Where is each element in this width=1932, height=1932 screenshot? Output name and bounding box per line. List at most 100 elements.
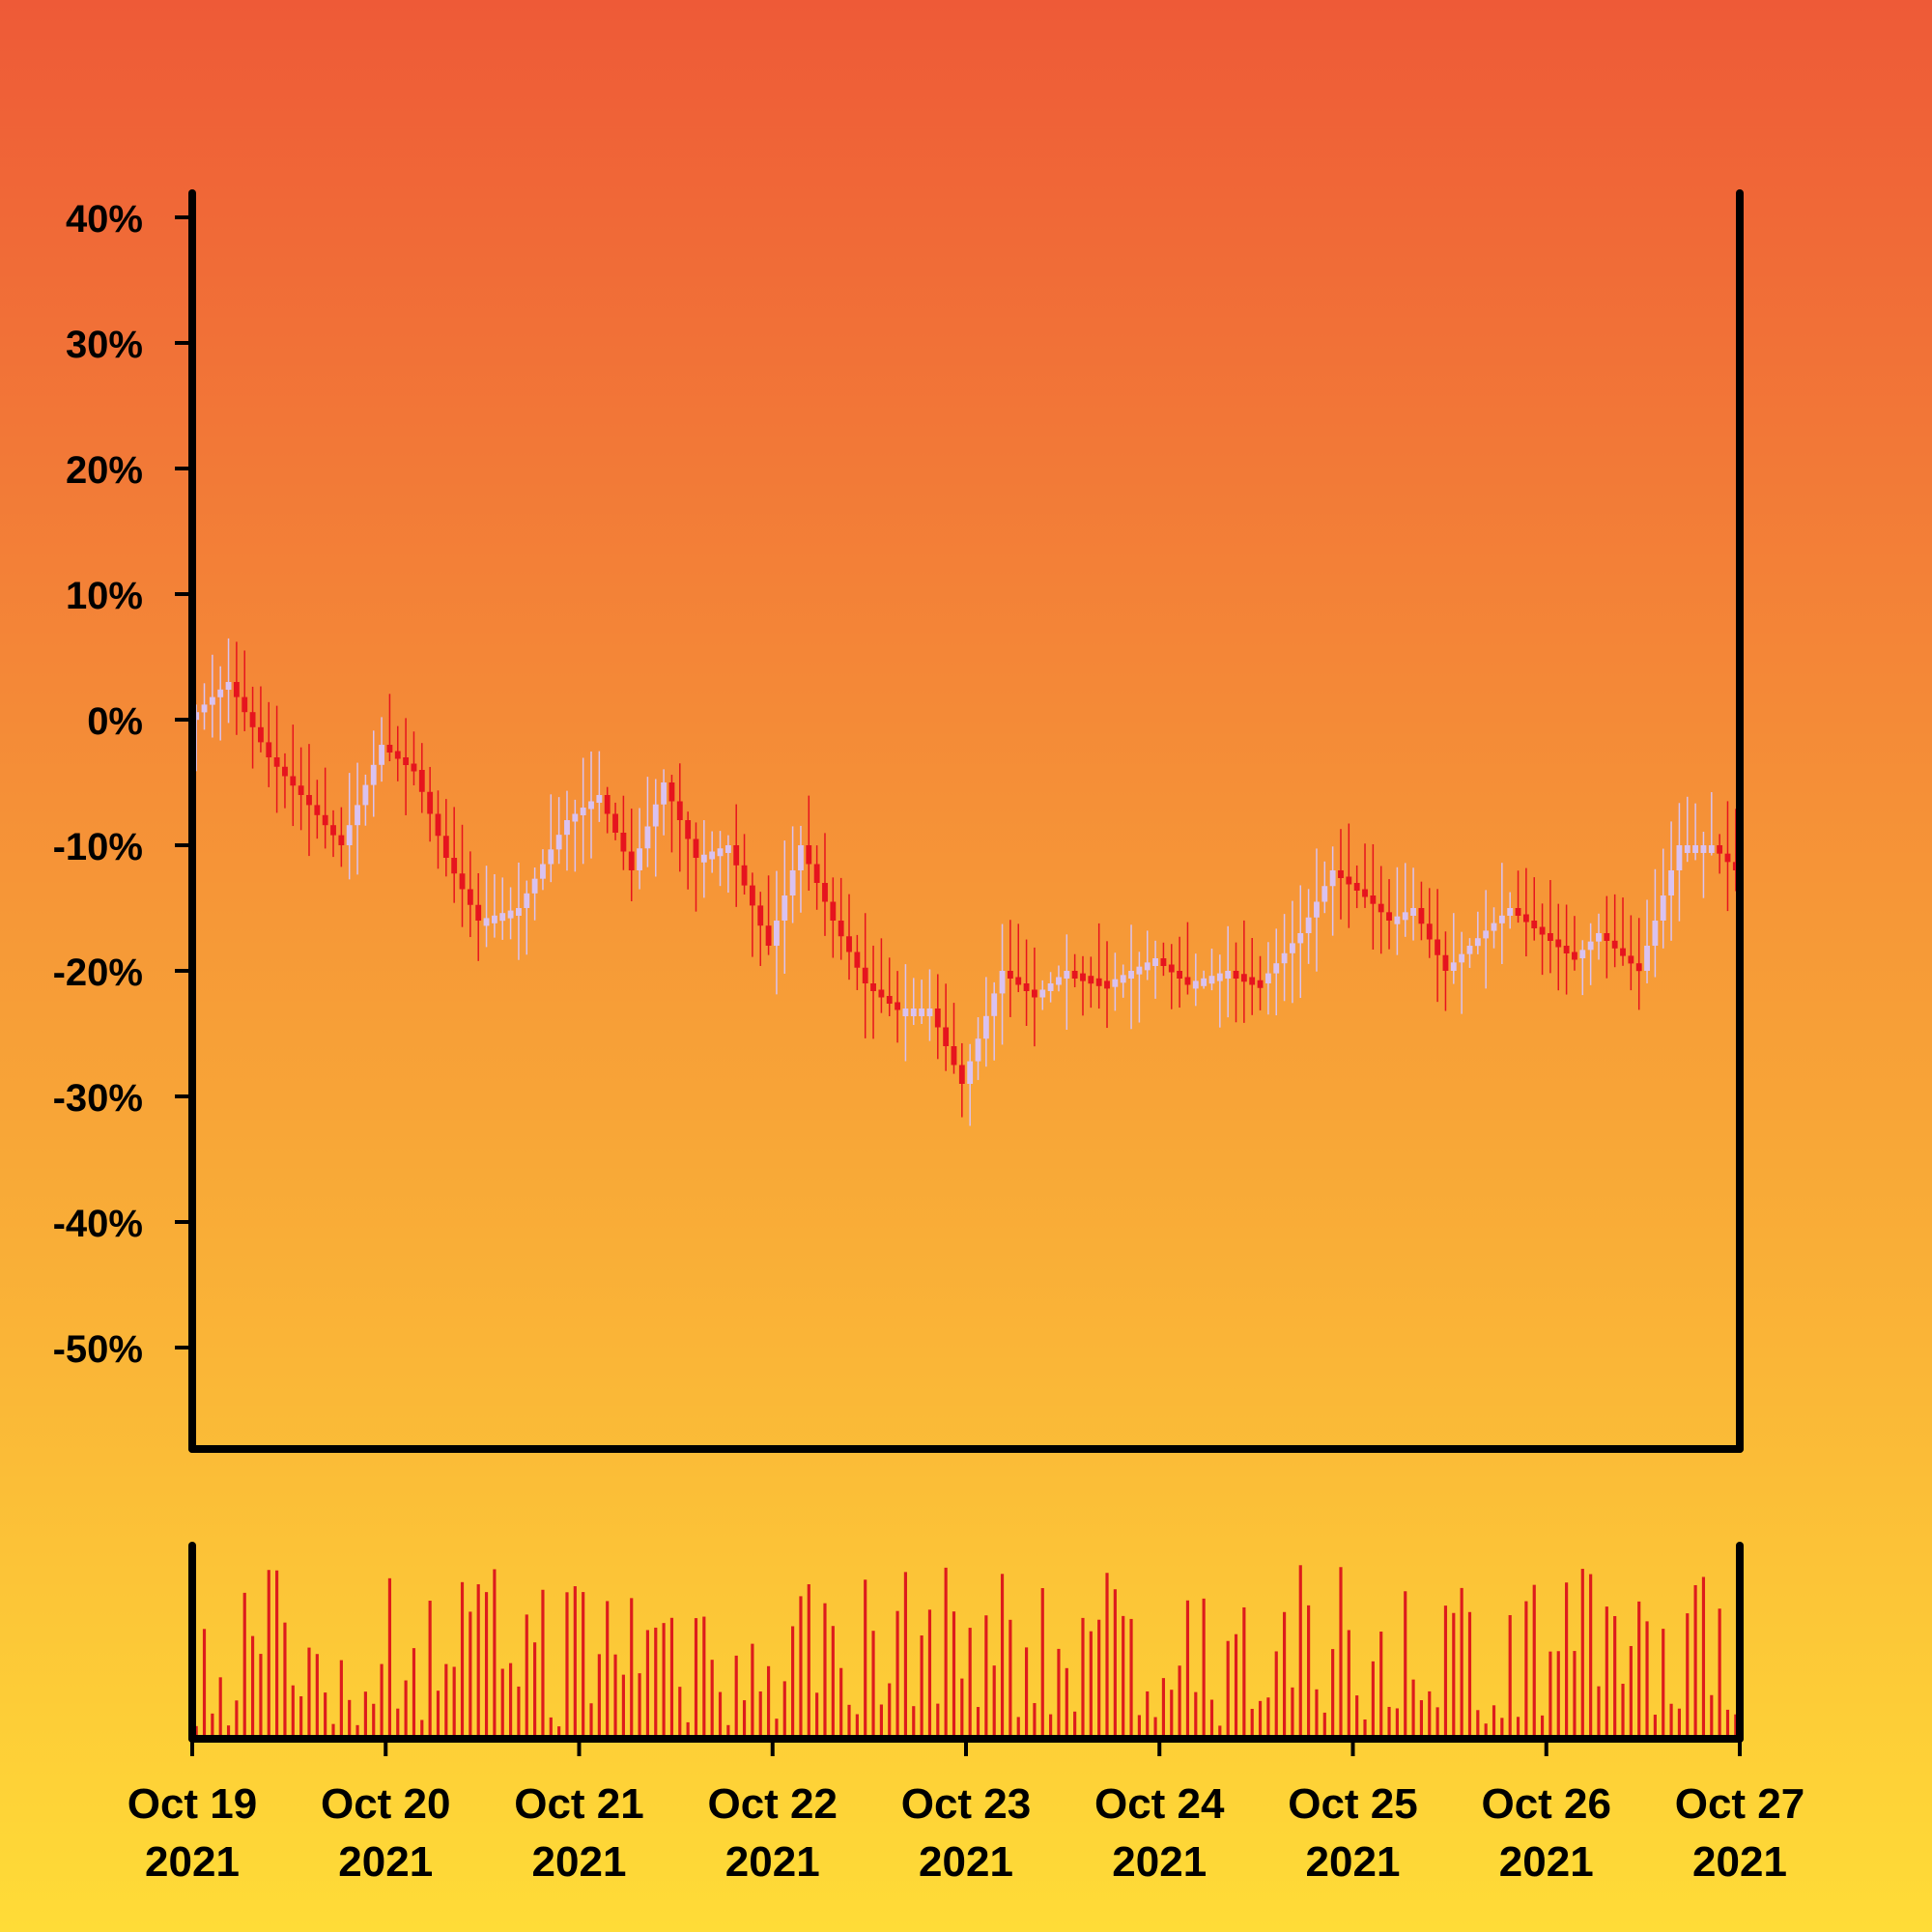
volume-bar <box>847 1704 851 1736</box>
y-tick-label: -10% <box>53 826 143 868</box>
volume-bar <box>1395 1708 1399 1736</box>
x-tick-label: Oct 21 <box>514 1780 644 1828</box>
candle-body <box>1290 943 1295 953</box>
candle-body <box>1297 933 1304 944</box>
volume-bar <box>476 1584 480 1736</box>
volume-bar <box>1613 1615 1617 1736</box>
volume-bar <box>1686 1613 1690 1736</box>
candle-body <box>717 848 724 857</box>
candle-body <box>1483 930 1490 939</box>
candle-body <box>290 776 297 786</box>
volume-bar <box>823 1603 827 1736</box>
volume-bar <box>1274 1651 1278 1736</box>
candle-body <box>1015 977 1022 985</box>
volume-bar <box>582 1592 585 1736</box>
volume-bar <box>1194 1691 1198 1736</box>
volume-bar <box>871 1631 875 1736</box>
candle-body <box>838 921 844 937</box>
x-tick-label: 2021 <box>145 1838 240 1886</box>
candle-body <box>418 770 425 792</box>
candle-body <box>1120 975 1126 983</box>
volume-bar <box>1540 1715 1545 1736</box>
volume-bar <box>1049 1714 1053 1736</box>
volume-bar <box>541 1589 545 1736</box>
volume-bar <box>1178 1665 1181 1736</box>
volume-bar <box>903 1572 908 1736</box>
candle-body <box>1160 958 1167 966</box>
candle-body <box>1273 963 1280 974</box>
volume-bar <box>525 1614 528 1736</box>
candle-body <box>1620 948 1626 956</box>
candle-body <box>676 801 683 820</box>
volume-bar <box>791 1626 795 1736</box>
y-tick-label: -20% <box>53 952 143 994</box>
volume-bar <box>1500 1718 1504 1736</box>
volume-bar <box>299 1695 303 1736</box>
volume-bar <box>686 1721 690 1736</box>
candle-body <box>1515 908 1521 916</box>
x-tick-label: Oct 19 <box>128 1780 258 1828</box>
candle-body <box>1466 946 1473 954</box>
candle-body <box>1459 953 1465 963</box>
volume-bar <box>363 1691 367 1736</box>
candle-body <box>298 785 304 795</box>
candle-body <box>604 795 611 814</box>
candle-body <box>1321 886 1328 902</box>
volume-bar <box>1266 1697 1270 1736</box>
candle-body <box>258 726 264 743</box>
candle-body <box>1208 976 1215 984</box>
volume-bar <box>751 1643 754 1736</box>
volume-bars <box>194 1565 1738 1736</box>
candle-body <box>475 904 482 921</box>
volume-bar <box>484 1592 489 1736</box>
volume-bar <box>331 1723 335 1736</box>
volume-bar <box>1347 1630 1350 1736</box>
candle-body <box>322 814 328 826</box>
candle-body <box>1071 971 1078 979</box>
volume-bar <box>879 1704 883 1736</box>
x-axis-tick-labels: Oct 19 2021 Oct 20 2021 Oct 21 2021 Oct 22 2021… <box>128 1780 1805 1886</box>
volume-bar <box>211 1713 214 1736</box>
volume-bar <box>404 1680 408 1736</box>
volume-bar <box>1024 1647 1029 1736</box>
volume-bar <box>1637 1601 1641 1736</box>
candle-body <box>1522 914 1529 923</box>
candle-body <box>637 848 642 870</box>
y-tick-label: 20% <box>66 449 143 492</box>
candle-body <box>1498 915 1505 923</box>
candle-body <box>1692 845 1699 853</box>
candle-body <box>958 1065 965 1084</box>
candle-body <box>435 813 441 837</box>
candle-body <box>1724 853 1731 863</box>
volume-bar <box>694 1618 698 1736</box>
candle-body <box>1240 974 1247 982</box>
volume-bar <box>1000 1574 1005 1736</box>
candle-body <box>652 804 659 827</box>
candle-body <box>741 865 748 886</box>
volume-bar <box>1258 1700 1263 1736</box>
volume-bar <box>1129 1618 1133 1736</box>
volume-bar <box>1573 1651 1577 1736</box>
candle-body <box>1192 980 1199 989</box>
candle-body <box>854 952 861 968</box>
candle-body <box>1394 916 1401 924</box>
candle-body <box>1474 938 1481 947</box>
volume-bar <box>1016 1717 1020 1736</box>
y-tick-label: -30% <box>53 1077 143 1120</box>
candle-body <box>411 763 417 772</box>
candle-body <box>386 745 393 753</box>
x-tick-label: 2021 <box>919 1838 1013 1886</box>
candle-body <box>1095 978 1102 986</box>
x-tick-label: 2021 <box>1306 1838 1401 1886</box>
volume-bar <box>734 1655 738 1736</box>
x-tick-label: 2021 <box>1112 1838 1207 1886</box>
volume-bar <box>831 1626 835 1736</box>
volume-bar <box>1322 1712 1326 1736</box>
candle-body <box>813 864 820 883</box>
volume-bar <box>589 1703 593 1736</box>
candle-body <box>1563 946 1570 953</box>
candle-body <box>596 795 603 803</box>
candle-body <box>1047 983 1054 991</box>
y-axis-tick-marks <box>175 215 192 1350</box>
candle-body <box>1257 980 1264 988</box>
